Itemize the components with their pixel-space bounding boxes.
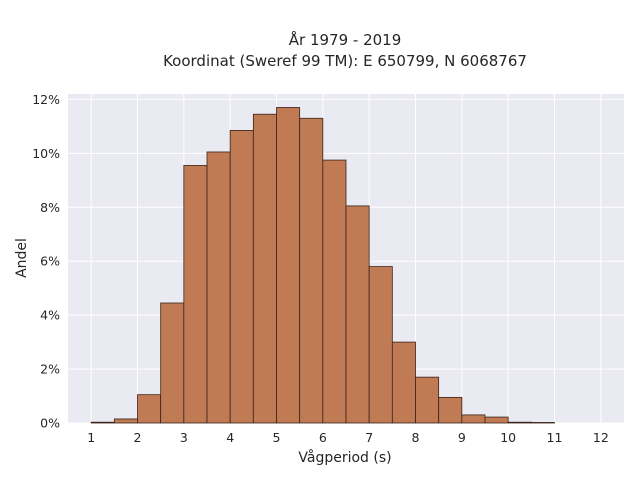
- histogram-bar: [137, 394, 162, 424]
- histogram-bar: [530, 422, 555, 424]
- histogram-bar: [276, 107, 301, 424]
- x-tick-label: 6: [319, 430, 327, 445]
- histogram-bar: [113, 418, 138, 424]
- x-axis-label: Vågperiod (s): [298, 449, 391, 466]
- histogram-bar: [90, 421, 115, 424]
- y-tick-label: 6%: [40, 254, 60, 269]
- chart-title-line1: År 1979 - 2019: [289, 30, 402, 49]
- y-tick-label: 4%: [40, 308, 60, 323]
- x-tick-label: 10: [500, 430, 516, 445]
- histogram-bar: [345, 205, 370, 424]
- histogram-bar: [183, 165, 208, 424]
- x-tick-label: 9: [458, 430, 466, 445]
- y-tick-label: 0%: [40, 416, 60, 431]
- y-tick-label: 2%: [40, 362, 60, 377]
- histogram-bar: [322, 159, 347, 424]
- x-tick-label: 2: [134, 430, 142, 445]
- histogram-bar: [206, 151, 231, 424]
- y-tick-label: 12%: [32, 92, 60, 107]
- histogram-bar: [160, 302, 185, 424]
- x-tick-label: 11: [547, 430, 563, 445]
- bars: [90, 107, 555, 424]
- y-axis-label: Andel: [14, 238, 30, 278]
- histogram-bar: [368, 266, 393, 424]
- x-tick-label: 3: [180, 430, 188, 445]
- chart-title-line2: Koordinat (Sweref 99 TM): E 650799, N 60…: [163, 52, 527, 70]
- histogram-bar: [391, 341, 416, 424]
- x-tick-label: 12: [593, 430, 609, 445]
- histogram-bar: [252, 113, 277, 424]
- histogram-bar: [438, 396, 463, 424]
- histogram-bar: [299, 117, 324, 424]
- x-tick-label: 4: [226, 430, 234, 445]
- histogram-bar: [229, 130, 254, 424]
- x-tick-label: 1: [87, 430, 95, 445]
- histogram-bar: [507, 421, 532, 424]
- y-tick-label: 10%: [32, 146, 60, 161]
- x-tick-label: 7: [365, 430, 373, 445]
- histogram-bar: [461, 414, 486, 424]
- y-axis-ticks: 0% 2% 4% 6% 8% 10% 12%: [32, 92, 60, 431]
- x-axis-ticks: 1 2 3 4 5 6 7 8 9 10 11 12: [87, 430, 609, 445]
- x-tick-label: 8: [412, 430, 420, 445]
- x-tick-label: 5: [273, 430, 281, 445]
- y-tick-label: 8%: [40, 200, 60, 215]
- histogram-bar: [484, 416, 509, 424]
- histogram-bar: [415, 376, 440, 424]
